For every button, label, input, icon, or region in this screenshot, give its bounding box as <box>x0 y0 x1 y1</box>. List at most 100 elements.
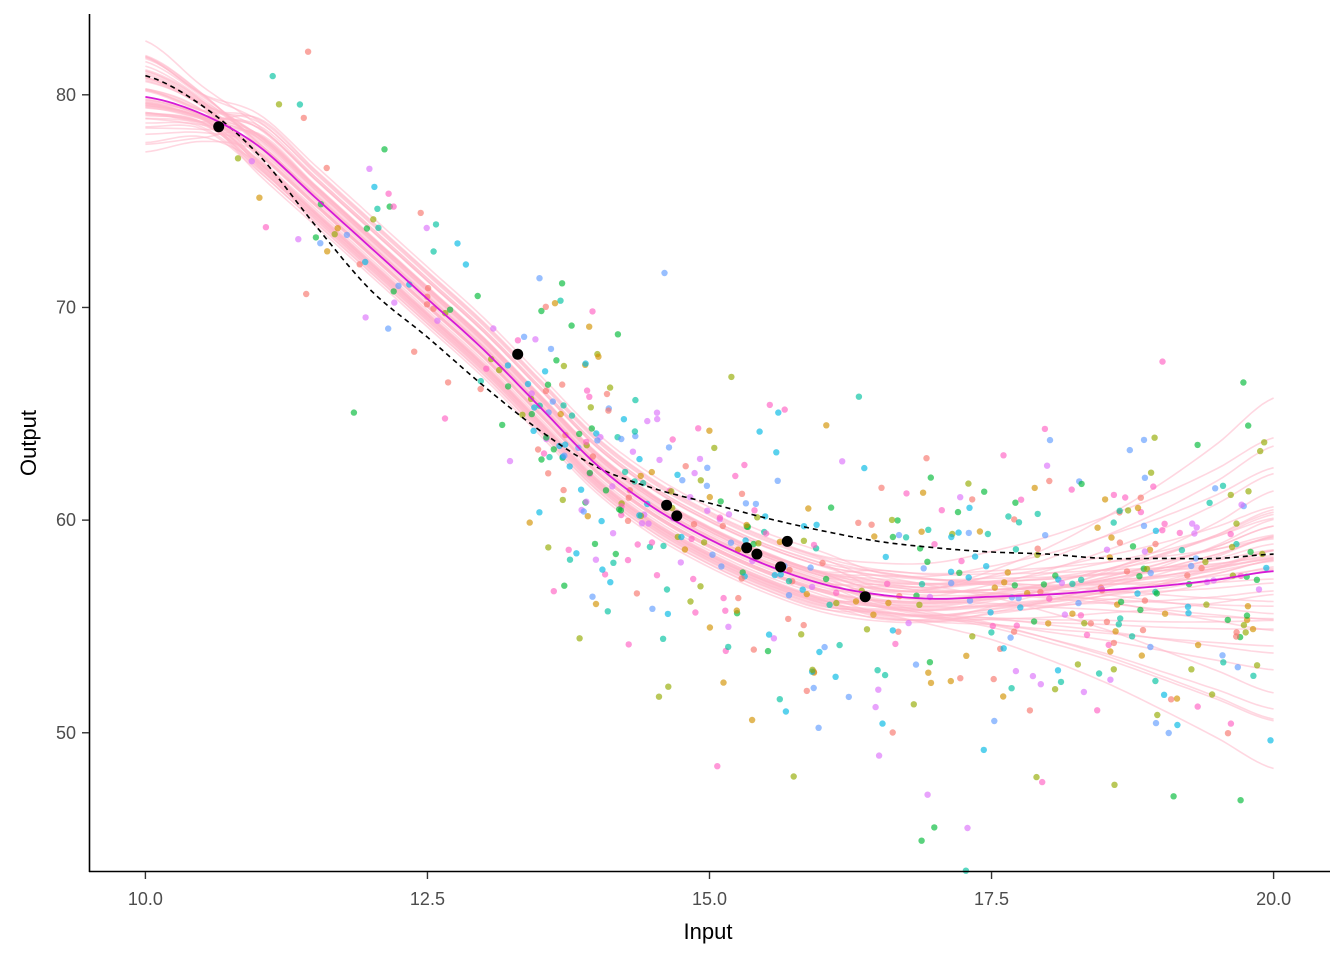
sample-point <box>1160 691 1168 698</box>
sample-point <box>363 225 371 232</box>
sample-point <box>629 448 637 455</box>
sample-point <box>631 428 639 435</box>
sample-point <box>549 398 556 405</box>
sample-point <box>560 402 567 409</box>
sample-point <box>649 605 656 612</box>
sample-point <box>568 412 576 419</box>
sample-point <box>665 444 673 451</box>
sample-point <box>602 487 610 494</box>
sample-point <box>697 583 704 590</box>
sample-point <box>385 190 392 197</box>
sample-point <box>1147 569 1154 577</box>
sample-point <box>668 488 675 495</box>
sample-point <box>1013 622 1020 629</box>
sample-point <box>499 421 506 429</box>
sample-point <box>1117 598 1125 606</box>
sample-point <box>599 566 606 573</box>
sample-point <box>1030 618 1038 625</box>
sample-point <box>734 546 742 553</box>
sample-point <box>1034 545 1041 552</box>
sample-point <box>733 607 740 614</box>
posterior-draw-curve <box>145 117 1274 607</box>
sample-point <box>356 261 363 268</box>
sample-point <box>375 224 382 231</box>
sample-point <box>559 496 566 504</box>
sample-point <box>1206 499 1213 506</box>
sample-point <box>446 306 454 313</box>
posterior-draw-curve <box>145 54 1274 609</box>
sample-point <box>903 490 910 497</box>
axis-ticks: 10.0 12.5 15.0 17.5 20.0 50 60 70 80 <box>56 85 1291 909</box>
x-axis-title: Input <box>684 919 733 944</box>
sample-point <box>785 592 793 599</box>
sample-point <box>612 550 619 558</box>
sample-point <box>755 540 762 547</box>
sample-point <box>691 469 698 477</box>
sample-point <box>1238 501 1245 508</box>
sample-point <box>1054 667 1062 674</box>
sample-point <box>1147 469 1155 476</box>
posterior-draw-curve <box>145 100 1274 581</box>
sample-point <box>592 600 600 608</box>
sample-point <box>584 513 591 520</box>
sample-point <box>256 194 263 201</box>
sample-point <box>589 453 597 460</box>
sample-point <box>716 514 724 521</box>
sample-point <box>583 387 591 394</box>
sample-point <box>317 240 324 247</box>
sample-point <box>766 401 773 409</box>
sample-point <box>636 512 643 519</box>
sample-point <box>540 450 548 457</box>
sample-point <box>1224 616 1232 624</box>
sample-point <box>1267 737 1274 744</box>
sample-point <box>656 456 663 464</box>
sample-point <box>323 164 330 172</box>
sample-point <box>660 542 667 550</box>
sample-point <box>577 486 585 493</box>
sample-point <box>1005 513 1012 520</box>
sample-point <box>1034 510 1041 518</box>
posterior-draw-curve <box>145 55 1274 608</box>
sample-point <box>819 559 826 567</box>
sample-point <box>1178 546 1186 554</box>
sample-point <box>956 569 963 576</box>
sample-point <box>638 520 646 527</box>
sample-point <box>1115 621 1123 628</box>
sample-point <box>816 648 823 656</box>
sample-point <box>1012 667 1020 675</box>
y-tick-label: 60 <box>56 510 76 530</box>
sample-point <box>1103 546 1111 553</box>
sample-point <box>350 409 358 416</box>
sample-point <box>875 686 882 693</box>
sample-point <box>756 428 763 435</box>
sample-point <box>558 280 566 287</box>
sample-point <box>1042 532 1049 539</box>
sample-point <box>661 269 668 277</box>
sample-point <box>878 484 885 491</box>
sample-point <box>1126 446 1134 454</box>
sample-point <box>692 609 699 616</box>
sample-point <box>1031 484 1038 492</box>
sample-point <box>738 490 746 497</box>
sample-point <box>706 427 713 434</box>
sample-point <box>678 533 685 541</box>
sample-point <box>632 396 639 404</box>
sample-point <box>957 494 964 501</box>
sample-point <box>750 646 757 653</box>
sample-point <box>948 533 955 541</box>
x-tick-label: 20.0 <box>1256 889 1291 909</box>
sample-point <box>582 360 589 367</box>
sample-point <box>1224 730 1232 737</box>
sample-point <box>855 393 863 400</box>
sample-point <box>664 610 672 618</box>
sample-point <box>1046 477 1053 485</box>
sample-point <box>645 520 652 527</box>
sample-point <box>637 472 644 480</box>
sample-point <box>634 541 641 548</box>
sample-point <box>815 724 822 731</box>
sample-point <box>1152 719 1160 727</box>
sample-point <box>902 534 910 541</box>
sample-point <box>1117 615 1124 622</box>
sample-point <box>1000 693 1007 700</box>
